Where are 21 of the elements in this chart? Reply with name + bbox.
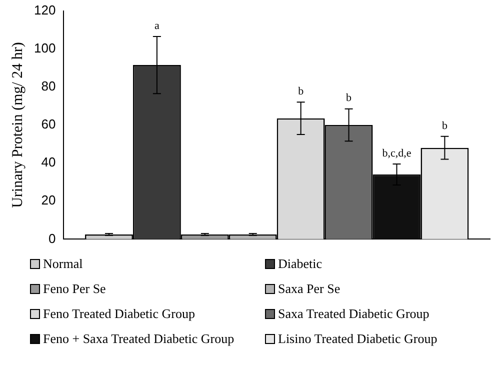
legend-label: Feno Per Se (43, 281, 106, 297)
legend-label: Diabetic (278, 256, 322, 272)
legend-label: Lisino Treated Diabetic Group (278, 331, 438, 347)
legend-label: Feno Treated Diabetic Group (43, 306, 196, 322)
y-axis-title: Urinary Protein (mg/ 24 hr) (10, 42, 26, 208)
y-tick-label: 80 (41, 78, 56, 94)
annotation: b (298, 86, 304, 98)
y-tick-label: 40 (41, 154, 56, 170)
annotation: b (442, 120, 448, 132)
legend-label: Normal (43, 256, 83, 272)
annotation: a (154, 20, 160, 32)
y-tick-label: 0 (48, 230, 56, 246)
legend-label: Saxa Per Se (278, 281, 340, 297)
y-tick-label: 100 (34, 40, 56, 56)
y-tick-label: 60 (41, 116, 56, 132)
y-tick-label: 20 (41, 192, 56, 208)
legend-label: Saxa Treated Diabetic Group (278, 306, 430, 322)
annotation: b,c,d,e (382, 147, 412, 160)
annotation: b (346, 92, 352, 104)
legend-label: Feno + Saxa Treated Diabetic Group (43, 331, 234, 347)
y-tick-label: 120 (34, 2, 56, 18)
